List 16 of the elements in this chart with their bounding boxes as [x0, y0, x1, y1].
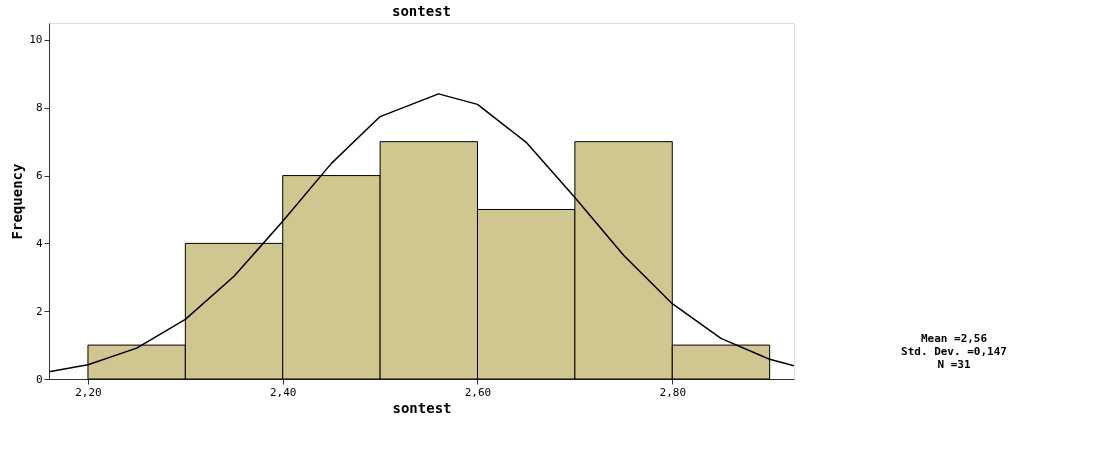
y-tick-label: 0 [35, 372, 43, 386]
text: Std. Dev. =0,147 [901, 345, 1007, 358]
text: N =31 [937, 358, 971, 371]
x-tick-label: 2,80 [659, 385, 687, 399]
y-tick-label: 4 [35, 236, 43, 250]
x-tick-label: 2,60 [464, 385, 492, 399]
text: Mean =2,56 [920, 332, 988, 345]
y-tick-label: 2 [35, 304, 43, 318]
x-axis-title: sontest [392, 399, 452, 416]
y-tick-label: 8 [35, 101, 43, 115]
y-tick-label: 10 [29, 33, 43, 47]
y-tick-label: 6 [35, 169, 43, 183]
x-tick-label: 2,20 [75, 385, 102, 399]
y-axis-title: Frequency [9, 163, 26, 240]
x-tick-label: 2,40 [269, 385, 297, 399]
chart-title: sontest [391, 3, 452, 19]
